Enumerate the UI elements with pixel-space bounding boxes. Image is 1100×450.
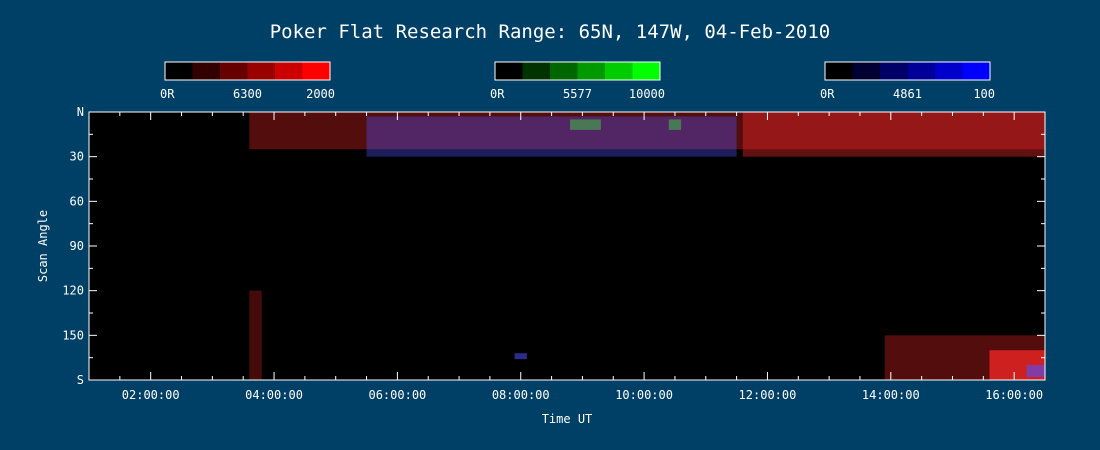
colorbar-swatch	[907, 62, 936, 80]
x-tick-label: 10:00:00	[615, 388, 673, 402]
colorbar-max-label: 100	[973, 87, 995, 101]
colorbar-swatch	[577, 62, 606, 80]
plot-background	[89, 112, 1045, 380]
colorbar-min-label: 0R	[490, 87, 505, 101]
colorbar-min-label: 0R	[820, 87, 835, 101]
colorbar-swatch	[605, 62, 633, 80]
colorbar-min-label: 0R	[160, 87, 175, 101]
emission-6300-region	[249, 290, 262, 380]
colorbar-name: 5577	[563, 87, 592, 101]
emission-features	[249, 112, 1045, 380]
colorbar-swatch	[165, 62, 193, 80]
colorbar-max-label: 10000	[629, 87, 665, 101]
x-axis: 02:00:00 04:00:00 06:00:00 08:00:00 10:00:00…	[88, 112, 1046, 402]
colorbar-swatch	[302, 62, 331, 80]
plot-area	[88, 111, 1046, 381]
colorbar-frame	[164, 61, 331, 81]
colorbar-name: 6300	[233, 87, 262, 101]
colorbar-frame	[824, 61, 991, 81]
y-tick-label: 90	[70, 239, 84, 253]
y-axis: N 30 60 90 120 150 S	[62, 105, 1045, 387]
chart-title: Poker Flat Research Range: 65N, 147W, 04…	[270, 21, 831, 43]
colorbar-swatch	[935, 62, 963, 80]
colorbar-swatch	[852, 62, 881, 80]
colorbar-swatch	[962, 62, 991, 80]
y-tick-label: N	[77, 105, 84, 119]
colorbar-max-label: 2000	[306, 87, 335, 101]
emission-5577-region	[570, 119, 601, 130]
x-tick-label: 02:00:00	[122, 388, 180, 402]
colorbar-swatch	[522, 62, 551, 80]
emission-5577-region	[668, 119, 682, 130]
emission-6300-region	[249, 112, 1045, 150]
x-tick-label: 16:00:00	[985, 388, 1043, 402]
colorbar-4861: 0R 4861 100	[820, 61, 995, 101]
x-tick-label: 04:00:00	[245, 388, 303, 402]
colorbar-swatch	[275, 62, 303, 80]
x-tick-label: 06:00:00	[368, 388, 426, 402]
colorbar-swatch	[247, 62, 276, 80]
y-tick-label: S	[77, 373, 84, 387]
colorbar-name: 4861	[893, 87, 922, 101]
y-tick-label: 150	[62, 328, 84, 342]
colorbar-6300: 0R 6300 2000	[160, 61, 335, 101]
colorbar-swatch	[550, 62, 578, 80]
colorbar-swatch	[192, 62, 221, 80]
x-axis-label: Time UT	[542, 412, 593, 426]
y-tick-label: 60	[70, 194, 84, 208]
colorbar-swatch	[880, 62, 908, 80]
colorbar-swatch	[495, 62, 523, 80]
colorbar-frame	[494, 61, 661, 81]
colorbars: 0R 6300 2000 0R 5577 10000 0R 4861 100	[160, 61, 995, 101]
x-tick-label: 12:00:00	[739, 388, 797, 402]
y-tick-label: 120	[62, 284, 84, 298]
emission-4861-region	[514, 353, 527, 360]
colorbar-swatch	[825, 62, 853, 80]
y-axis-label: Scan Angle	[36, 210, 50, 282]
emission-6300-region	[742, 112, 1045, 157]
emission-4861-region	[366, 116, 737, 157]
colorbar-5577: 0R 5577 10000	[490, 61, 665, 101]
colorbar-swatch	[220, 62, 248, 80]
colorbar-swatch	[632, 62, 661, 80]
x-tick-label: 08:00:00	[492, 388, 550, 402]
x-tick-label: 14:00:00	[862, 388, 920, 402]
y-tick-label: 30	[70, 150, 84, 164]
emission-4861-region	[1026, 365, 1045, 378]
